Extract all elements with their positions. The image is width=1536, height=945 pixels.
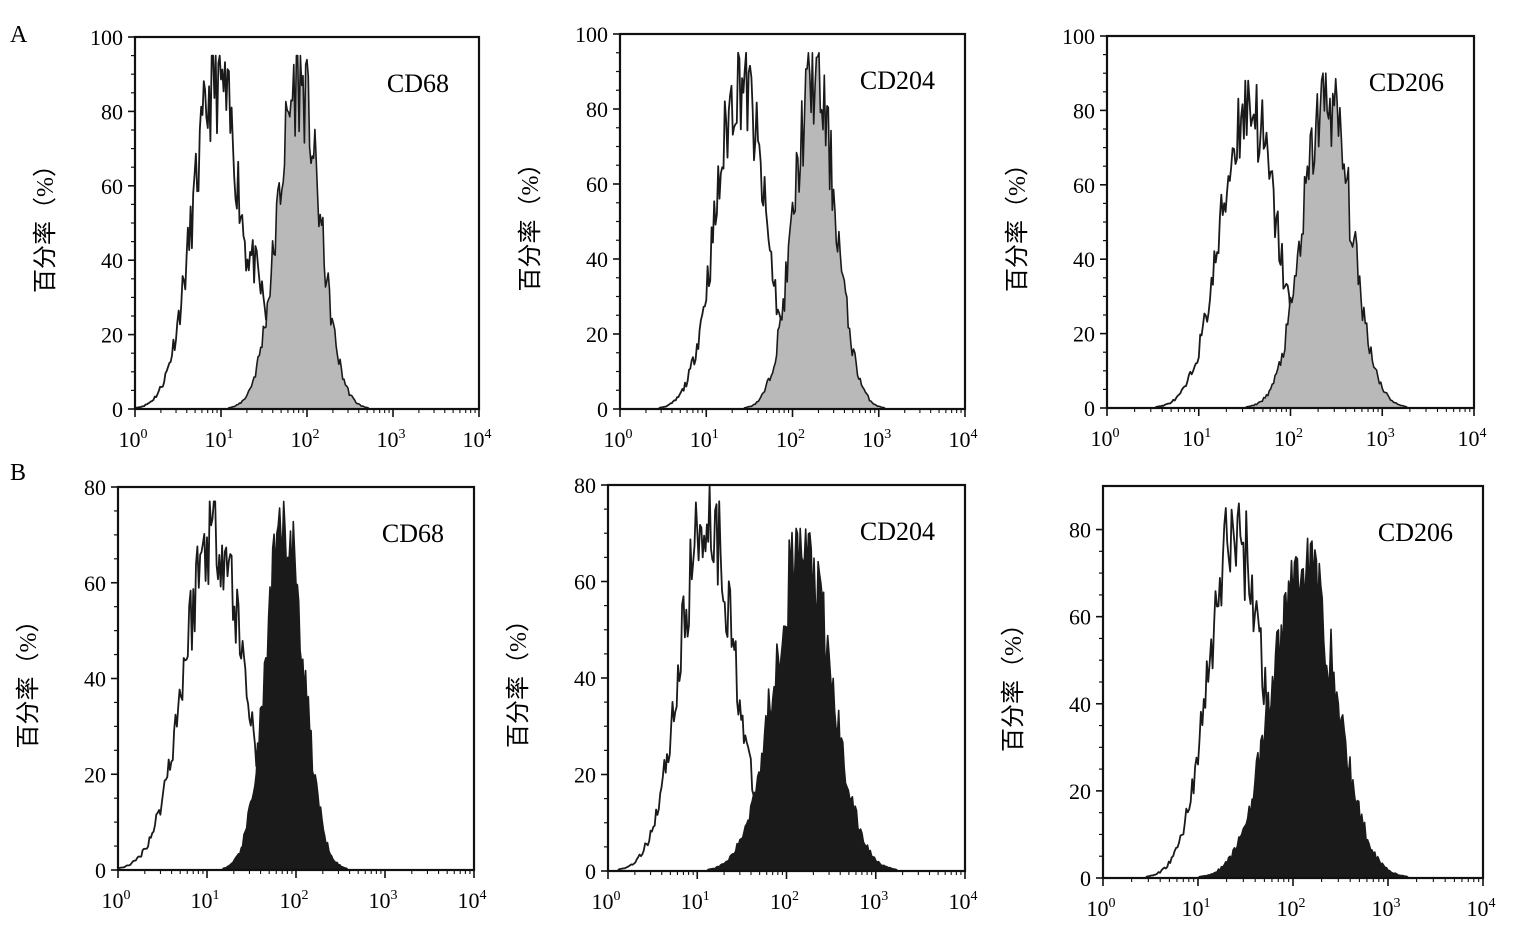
marker-label: CD68	[382, 519, 444, 548]
marker-label: CD68	[387, 69, 449, 98]
y-tick-label: 0	[112, 397, 123, 422]
y-tick-label: 0	[1080, 866, 1091, 891]
x-tick-label: 102	[291, 427, 320, 452]
y-tick-label: 0	[597, 397, 608, 422]
marker-histogram-cd68	[117, 500, 475, 871]
x-tick-label: 102	[770, 889, 799, 914]
y-tick-label: 20	[1073, 322, 1095, 347]
y-tick-label: 40	[574, 666, 596, 691]
y-tick-label: 20	[574, 763, 596, 788]
y-tick-label: 100	[575, 22, 608, 47]
x-tick-label: 103	[859, 889, 888, 914]
x-tick-label: 104	[458, 888, 487, 913]
x-tick-label: 104	[949, 889, 978, 914]
y-axis-label: 百分率（%）	[1000, 612, 1027, 752]
y-tick-label: 20	[1069, 779, 1091, 804]
x-tick-label: 103	[1372, 896, 1401, 921]
y-tick-label: 100	[90, 25, 123, 50]
x-tick-label: 103	[377, 427, 406, 452]
histogram-panel-b-cd68: 0 20 40 60 80 100 101 102 103 104 百分率（%） CD68	[15, 475, 487, 913]
marker-label: CD206	[1369, 68, 1444, 97]
y-tick-label: 40	[586, 247, 608, 272]
y-axis-label: 百分率（%）	[505, 608, 532, 748]
y-axis-label: 百分率（%）	[1004, 152, 1031, 292]
x-tick-label: 101	[191, 888, 220, 913]
panel-label-a: A	[10, 22, 28, 48]
marker-histogram-cd204	[607, 527, 966, 872]
x-tick-label: 103	[862, 427, 891, 452]
marker-label: CD206	[1378, 518, 1453, 547]
y-tick-label: 60	[574, 570, 596, 595]
y-tick-label: 60	[101, 174, 123, 199]
y-tick-label: 40	[101, 248, 123, 273]
y-tick-label: 0	[1084, 396, 1095, 421]
y-tick-label: 20	[101, 323, 123, 348]
panel-label-b: B	[10, 460, 26, 486]
y-tick-label: 80	[101, 99, 123, 124]
y-tick-label: 80	[574, 473, 596, 498]
x-tick-label: 102	[1277, 896, 1306, 921]
x-tick-label: 104	[1458, 426, 1487, 451]
y-tick-label: 80	[586, 97, 608, 122]
y-tick-label: 20	[586, 322, 608, 347]
marker-label: CD204	[860, 517, 935, 546]
y-tick-label: 40	[1073, 247, 1095, 272]
x-tick-label: 103	[369, 888, 398, 913]
x-tick-label: 100	[604, 427, 633, 452]
x-tick-label: 100	[102, 888, 131, 913]
x-tick-label: 101	[205, 427, 234, 452]
x-tick-label: 102	[280, 888, 309, 913]
y-tick-label: 60	[84, 571, 106, 596]
y-tick-label: 0	[585, 859, 596, 884]
histogram-panel-b-cd204: 0 20 40 60 80 100 101 102 103 104 百分率（%） CD204	[505, 473, 978, 914]
x-tick-label: 101	[690, 427, 719, 452]
y-tick-label: 60	[1069, 605, 1091, 630]
x-tick-label: 104	[463, 427, 492, 452]
histogram-grid: 0 20 40 60 80 100 100 101 102 103 104 百分率（%） CD68 0 20…	[15, 22, 1496, 921]
marker-histogram-cd206	[1102, 537, 1484, 879]
x-tick-label: 100	[592, 889, 621, 914]
x-tick-label: 102	[1274, 426, 1303, 451]
x-tick-label: 101	[1182, 426, 1211, 451]
y-tick-label: 80	[84, 475, 106, 500]
x-tick-label: 100	[1091, 426, 1120, 451]
x-tick-label: 104	[949, 427, 978, 452]
histogram-panel-a-cd68: 0 20 40 60 80 100 100 101 102 103 104 百分率（%） CD68	[32, 25, 492, 452]
marker-label: CD204	[860, 66, 935, 95]
y-tick-label: 100	[1062, 24, 1095, 49]
x-tick-label: 101	[681, 889, 710, 914]
x-tick-label: 100	[119, 427, 148, 452]
x-tick-label: 104	[1467, 896, 1496, 921]
y-axis-label: 百分率（%）	[15, 609, 42, 749]
y-tick-label: 40	[1069, 692, 1091, 717]
marker-histogram-cd204	[619, 52, 966, 410]
x-tick-label: 103	[1366, 426, 1395, 451]
y-tick-label: 80	[1069, 518, 1091, 543]
y-axis-label: 百分率（%）	[32, 153, 59, 293]
y-tick-label: 20	[84, 762, 106, 787]
y-tick-label: 0	[95, 858, 106, 883]
marker-histogram-cd206	[1106, 72, 1475, 409]
histogram-panel-a-cd206: 0 20 40 60 80 100 100 101 102 103 104 百分率（%） CD206	[1004, 24, 1487, 451]
y-axis-label: 百分率（%）	[517, 152, 544, 292]
histogram-panel-b-cd206: 0 20 40 60 80 100 101 102 103 104 百分率（%） CD206	[1000, 484, 1496, 921]
y-tick-label: 60	[586, 172, 608, 197]
y-tick-label: 40	[84, 667, 106, 692]
histogram-panel-a-cd204: 0 20 40 60 80 100 100 101 102 103 104 百分率（%） CD204	[517, 22, 978, 452]
y-tick-label: 60	[1073, 173, 1095, 198]
y-tick-label: 80	[1073, 98, 1095, 123]
marker-histogram-cd68	[134, 54, 480, 410]
x-tick-label: 101	[1182, 896, 1211, 921]
x-tick-label: 102	[776, 427, 805, 452]
x-tick-label: 100	[1087, 896, 1116, 921]
